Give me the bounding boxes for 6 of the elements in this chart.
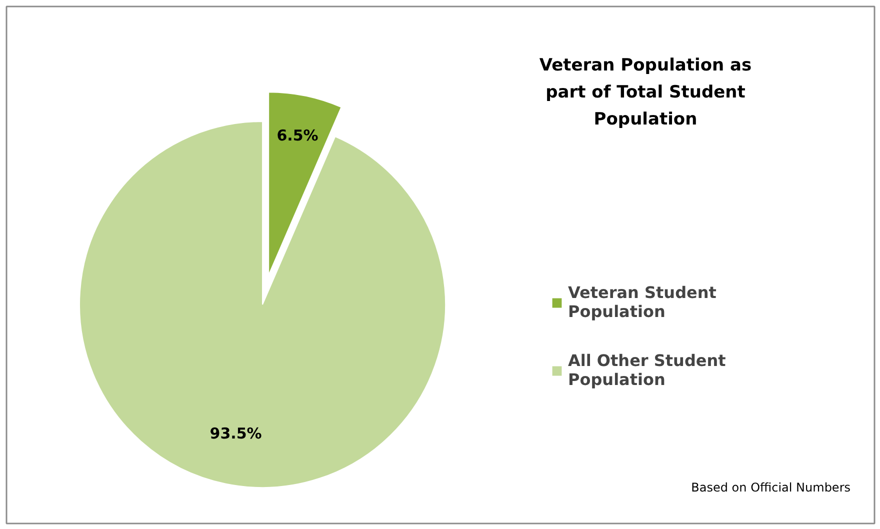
data-label: 6.5%	[276, 126, 318, 144]
chart-title: Veteran Population as part of Total Student Population	[539, 56, 752, 130]
text: Based on Official Numbers	[691, 480, 851, 494]
legend-label: All Other Student Population	[568, 351, 726, 389]
legend-label: Veteran Student Population	[568, 283, 716, 321]
data-label: 93.5%	[210, 424, 262, 443]
